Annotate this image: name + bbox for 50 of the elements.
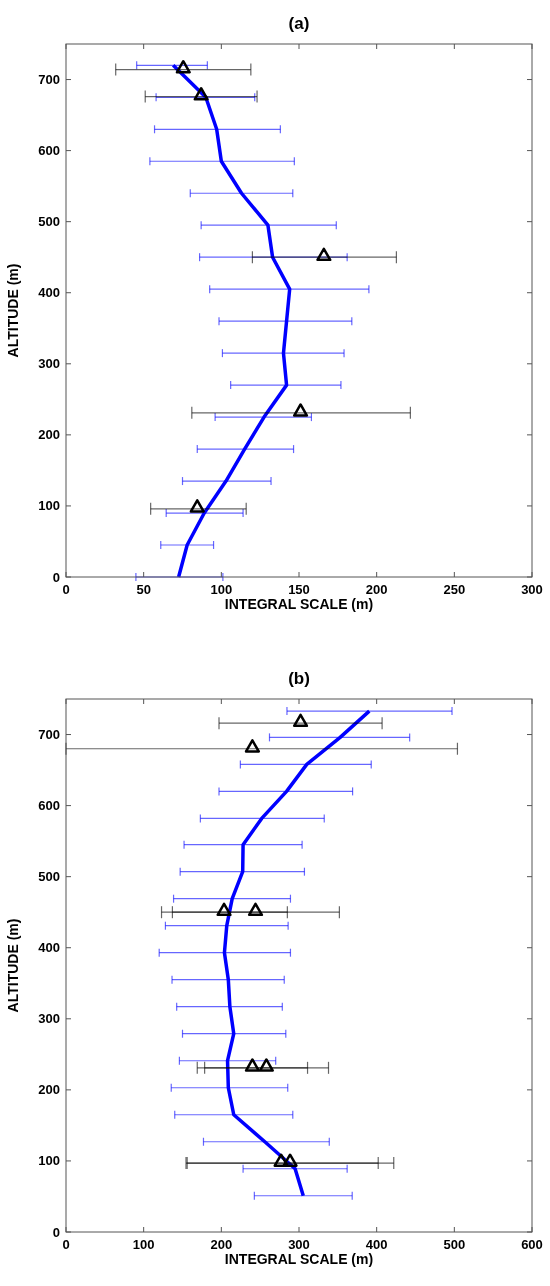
- line-series: [222, 709, 372, 1198]
- y-tick-label: 100: [38, 1153, 60, 1169]
- x-tick-label: 250: [443, 582, 466, 597]
- chart-title: (a): [288, 14, 310, 33]
- point: [189, 499, 205, 513]
- y-tick-label: 700: [38, 72, 60, 88]
- x-axis-title: INTEGRAL SCALE (m): [224, 1251, 374, 1267]
- y-tick-label: 300: [38, 1011, 60, 1027]
- y-tick-label: 200: [38, 427, 60, 443]
- y-axis-title: ALTITUDE (m): [5, 263, 21, 358]
- x-tick-label: 50: [136, 582, 151, 597]
- x-tick-label: 100: [132, 1237, 155, 1252]
- y-tick-label: 300: [38, 356, 60, 372]
- y-tick-label: 100: [38, 498, 60, 514]
- x-tick-label: 600: [521, 1237, 543, 1252]
- point: [247, 902, 264, 917]
- x-tick-label: 400: [365, 1237, 388, 1252]
- y-tick-label: 600: [38, 798, 60, 814]
- y-tick-label: 500: [38, 869, 60, 885]
- y-tick-label: 200: [38, 1082, 60, 1098]
- point: [273, 1153, 289, 1167]
- x-tick-label: 150: [288, 582, 310, 597]
- x-axis-title: INTEGRAL SCALE (m): [224, 596, 374, 612]
- point: [244, 739, 261, 753]
- y-tick-label: 700: [38, 727, 60, 743]
- x-tick-label: 200: [210, 1237, 233, 1252]
- point: [292, 403, 309, 417]
- point: [282, 1153, 298, 1167]
- x-tick-label: 300: [521, 582, 543, 597]
- y-axis-title: ALTITUDE (m): [5, 918, 21, 1013]
- x-tick-label: 0: [62, 582, 70, 597]
- point: [258, 1058, 274, 1072]
- x-tick-label: 300: [288, 1237, 310, 1252]
- point: [292, 713, 309, 728]
- y-tick-label: 600: [38, 143, 60, 159]
- chart-title: (b): [288, 669, 310, 688]
- point: [316, 247, 332, 262]
- x-tick-label: 200: [365, 582, 388, 597]
- x-tick-label: 500: [443, 1237, 466, 1252]
- point: [193, 87, 209, 101]
- x-tick-label: 100: [210, 582, 233, 597]
- y-tick-label: 0: [52, 569, 60, 585]
- y-tick-label: 400: [38, 285, 60, 301]
- point: [244, 1058, 261, 1072]
- point: [216, 902, 232, 917]
- x-tick-label: 0: [62, 1237, 70, 1252]
- point: [175, 59, 191, 74]
- y-tick-label: 400: [38, 940, 60, 956]
- y-tick-label: 0: [52, 1224, 60, 1240]
- y-tick-label: 500: [38, 214, 60, 230]
